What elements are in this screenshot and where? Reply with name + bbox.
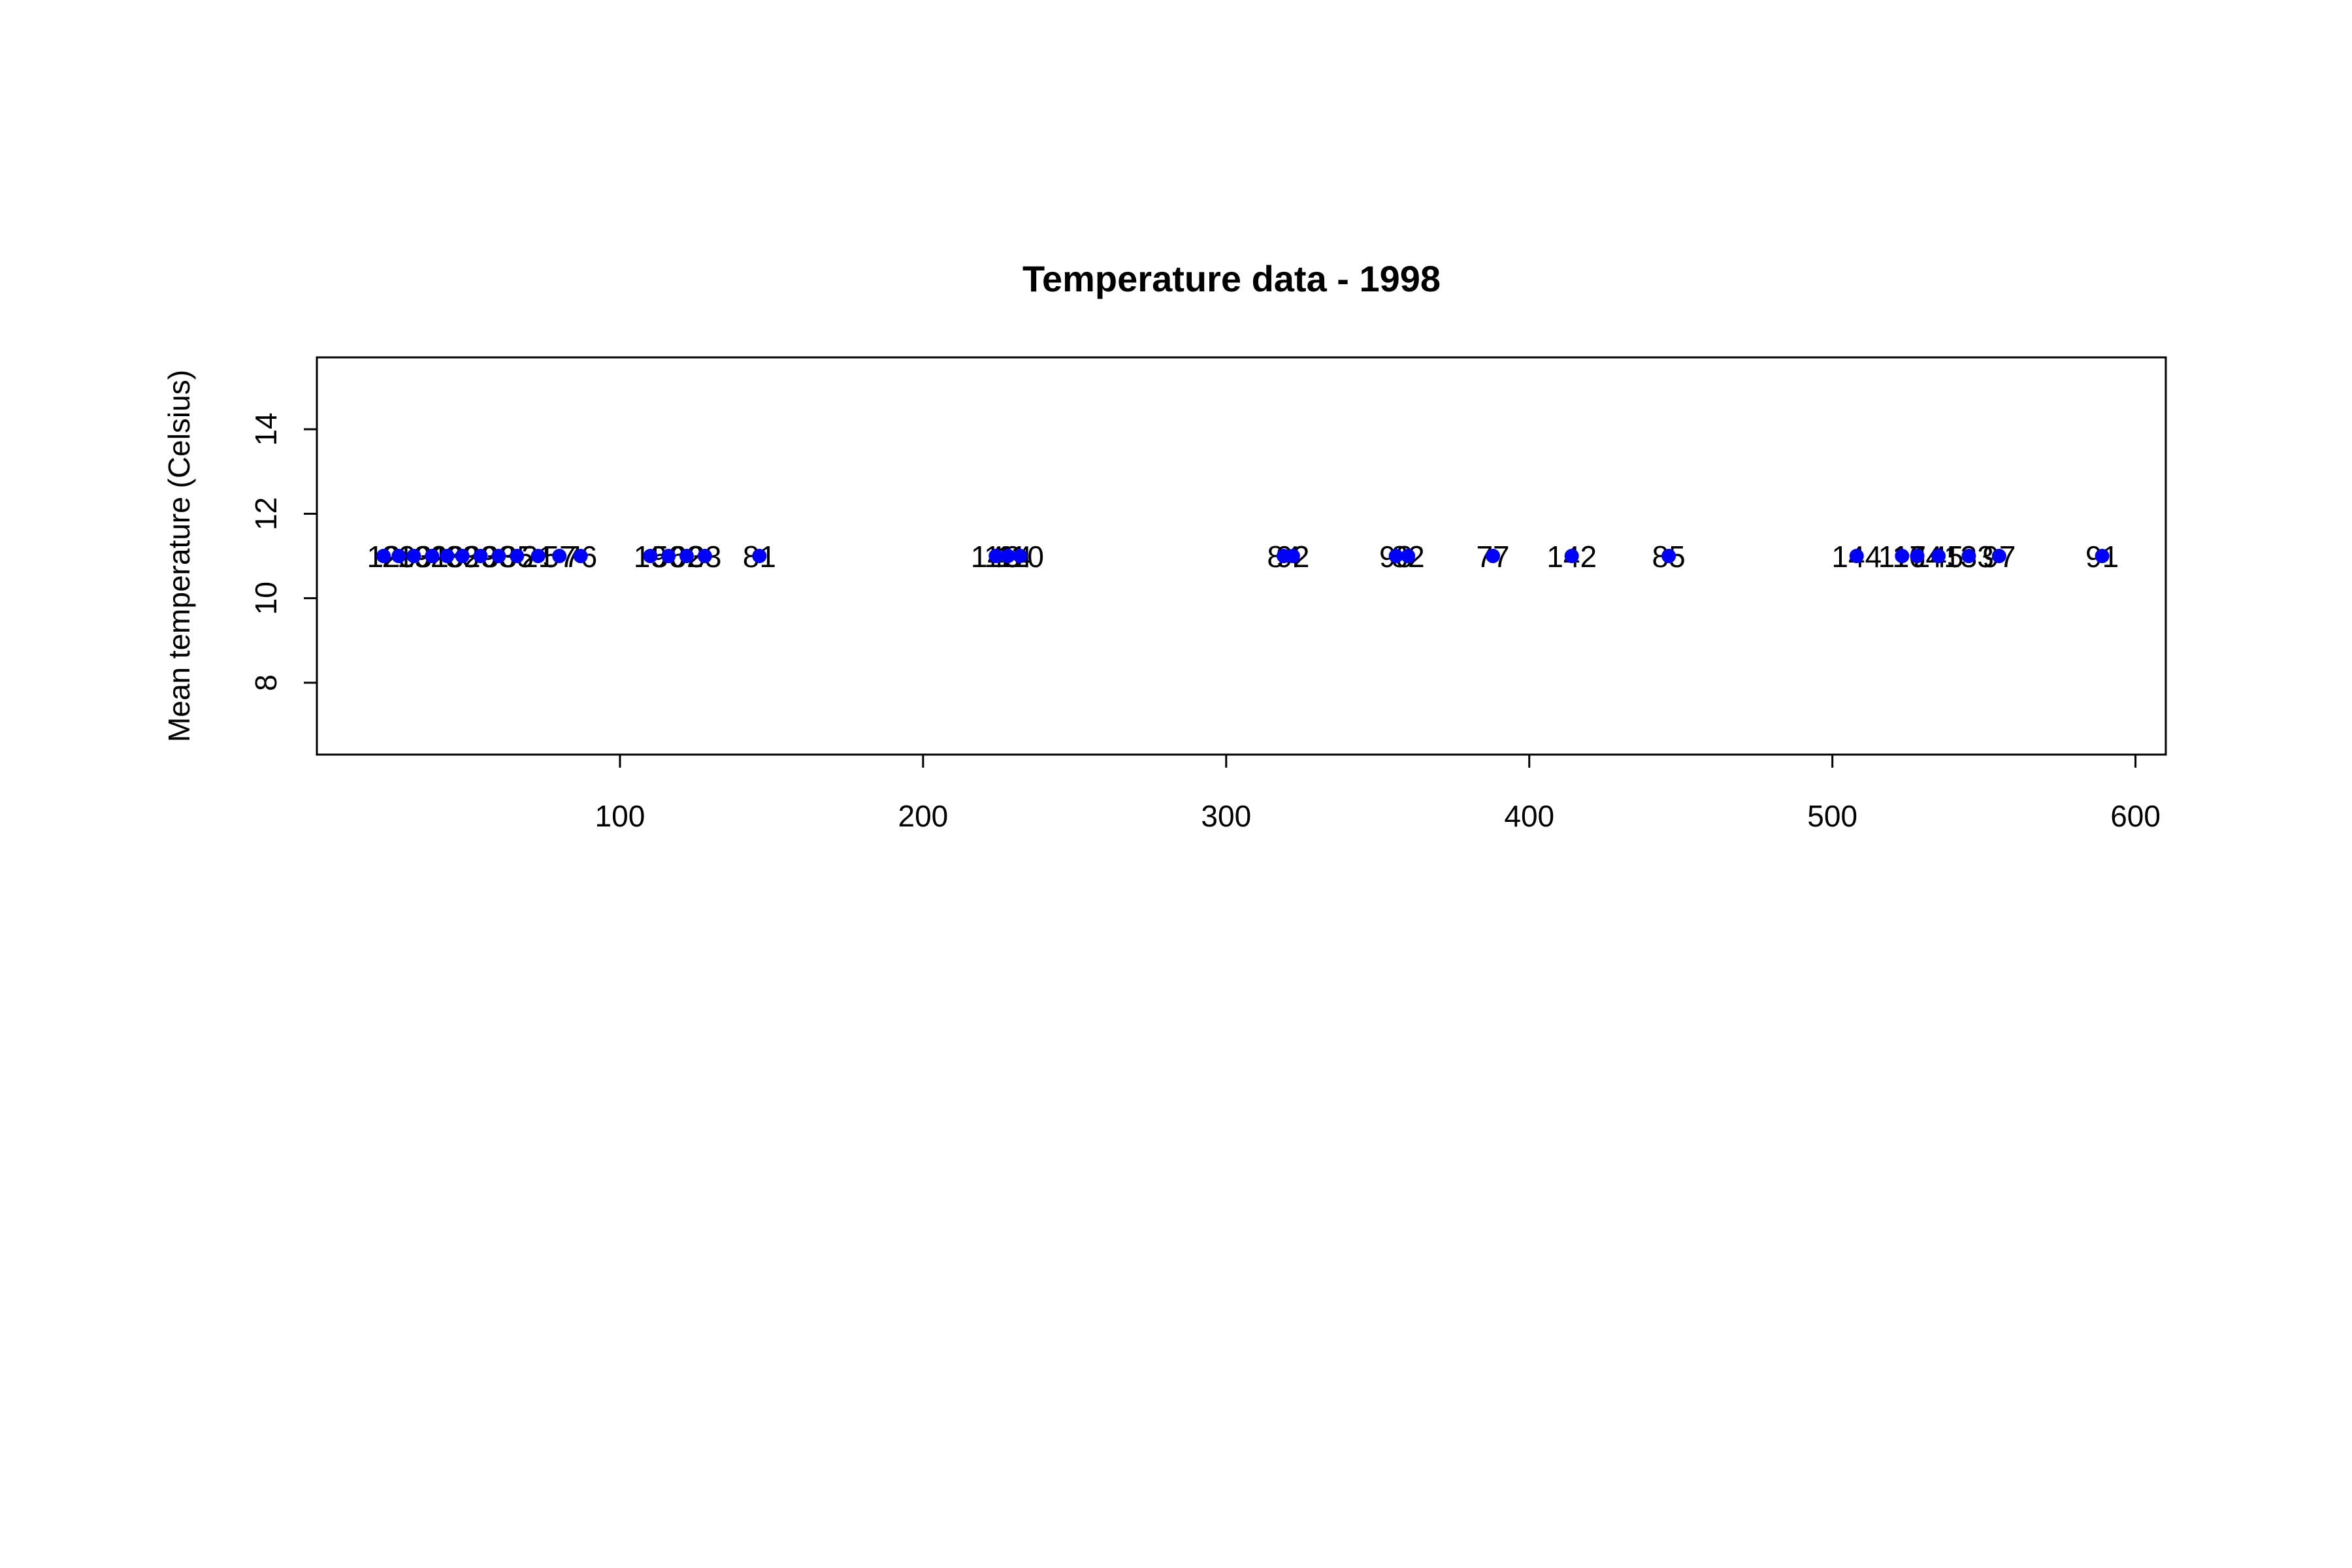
y-axis: 8 10 12 14 — [249, 412, 318, 691]
data-point — [425, 549, 440, 563]
data-points — [376, 549, 2110, 563]
data-point — [376, 549, 391, 563]
data-point — [1849, 549, 1864, 563]
data-point — [1000, 549, 1015, 563]
data-point — [1661, 549, 1676, 563]
data-point — [1931, 549, 1946, 563]
data-point — [440, 549, 455, 563]
data-point — [531, 549, 546, 563]
x-axis: 100 200 300 400 500 600 — [595, 753, 2161, 833]
data-point — [455, 549, 470, 563]
x-tick-label: 100 — [595, 799, 645, 833]
data-point — [510, 549, 525, 563]
data-point — [1961, 549, 1976, 563]
data-point — [491, 549, 506, 563]
x-tick-label: 300 — [1201, 799, 1251, 833]
data-point — [473, 549, 488, 563]
y-axis-label: Mean temperature (Celsius) — [162, 370, 196, 742]
y-tick-label: 10 — [249, 581, 283, 615]
data-point — [2095, 549, 2110, 563]
data-point — [1910, 549, 1925, 563]
data-point — [1486, 549, 1501, 563]
x-tick-label: 200 — [898, 799, 948, 833]
data-point — [988, 549, 1004, 563]
x-tick-label: 600 — [2110, 799, 2161, 833]
data-point — [552, 549, 567, 563]
data-point — [573, 549, 588, 563]
chart-title: Temperature data - 1998 — [1022, 258, 1441, 299]
data-point — [406, 549, 421, 563]
data-point — [679, 549, 694, 563]
data-point — [1388, 549, 1403, 563]
y-tick-label: 8 — [249, 674, 283, 691]
data-point — [1285, 549, 1300, 563]
y-tick-label: 12 — [249, 497, 283, 531]
data-point — [391, 549, 406, 563]
x-tick-label: 500 — [1807, 799, 1857, 833]
data-point — [643, 549, 658, 563]
data-point — [1991, 549, 2006, 563]
x-tick-label: 400 — [1504, 799, 1554, 833]
data-point — [1013, 549, 1028, 563]
data-point — [1564, 549, 1579, 563]
y-tick-label: 14 — [249, 412, 283, 446]
data-point — [1895, 549, 1910, 563]
data-point — [697, 549, 712, 563]
data-point — [752, 549, 767, 563]
data-point — [661, 549, 676, 563]
data-point — [1401, 549, 1416, 563]
